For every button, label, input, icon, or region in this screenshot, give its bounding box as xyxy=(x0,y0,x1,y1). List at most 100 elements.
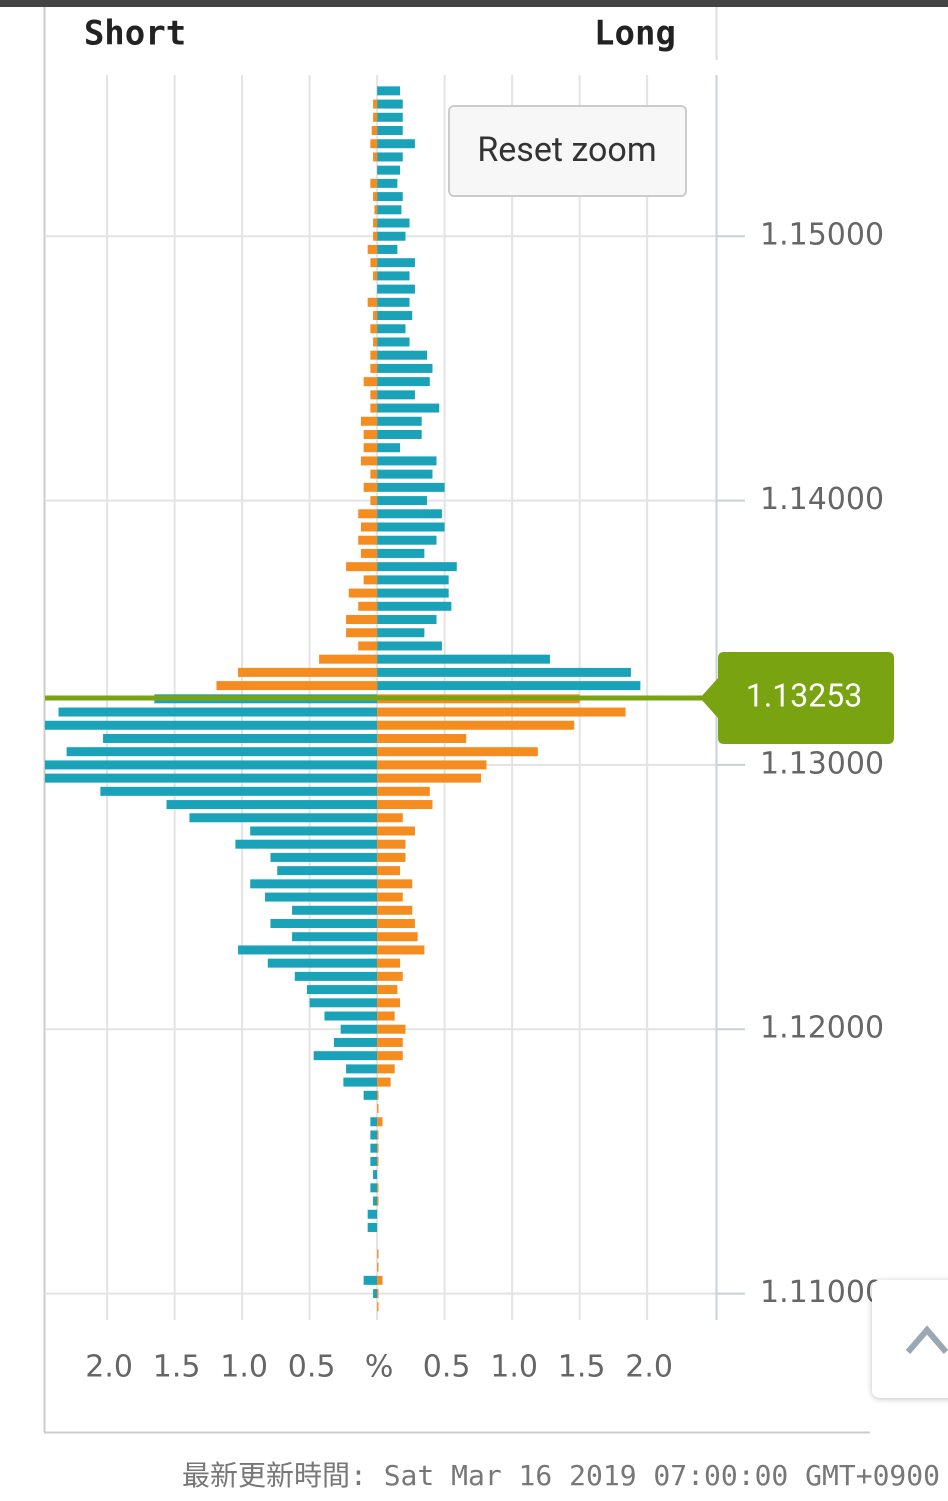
bar xyxy=(346,1064,378,1074)
bar xyxy=(377,628,425,638)
bar xyxy=(377,363,433,373)
bar xyxy=(377,562,457,572)
bar xyxy=(377,456,437,466)
bar xyxy=(374,205,378,215)
bar xyxy=(100,786,378,796)
bar xyxy=(377,1130,379,1140)
current-price-label: 1.13253 xyxy=(746,676,862,714)
bar xyxy=(377,284,415,294)
bar xyxy=(377,377,430,387)
bar xyxy=(377,509,442,519)
bar xyxy=(358,535,378,545)
bar xyxy=(66,747,378,757)
bar xyxy=(377,1156,379,1166)
bar xyxy=(324,1011,378,1021)
bar xyxy=(370,1143,378,1153)
bar xyxy=(373,152,378,162)
bar xyxy=(358,601,378,611)
bar xyxy=(358,509,378,519)
bar xyxy=(370,496,378,506)
bar xyxy=(377,720,575,730)
bar xyxy=(294,971,378,981)
bar xyxy=(377,99,403,109)
bar xyxy=(377,1064,395,1074)
bar xyxy=(377,165,401,175)
bar xyxy=(377,231,406,241)
bar xyxy=(377,1104,379,1114)
long-header: Long xyxy=(594,14,676,54)
bar xyxy=(363,377,378,387)
reset-zoom-text[interactable]: Reset zoom xyxy=(477,130,656,170)
bar xyxy=(360,416,378,426)
bar xyxy=(377,535,437,545)
scroll-top-box[interactable] xyxy=(872,1280,948,1398)
bar xyxy=(370,1117,378,1127)
bar xyxy=(370,403,378,413)
update-time: 最新更新時間: Sat Mar 16 2019 07:00:00 GMT+090… xyxy=(182,1459,940,1492)
bar xyxy=(377,971,403,981)
bars xyxy=(45,86,641,1312)
bar xyxy=(370,363,378,373)
bar xyxy=(377,1051,403,1061)
bar xyxy=(377,244,398,254)
bar xyxy=(373,1170,378,1180)
bar xyxy=(377,1143,379,1153)
bar xyxy=(363,443,378,453)
bar xyxy=(377,297,410,307)
bar xyxy=(377,575,449,585)
bar xyxy=(373,112,378,122)
x-tick-label: 1.5 xyxy=(558,1350,606,1385)
bar xyxy=(377,390,415,400)
bar xyxy=(370,350,378,360)
bar xyxy=(360,522,378,532)
reset-zoom-button[interactable]: Reset zoom xyxy=(448,105,687,197)
current-price-tag xyxy=(700,652,894,745)
bar xyxy=(377,641,442,651)
bar xyxy=(358,641,378,651)
bar xyxy=(377,311,413,321)
bar xyxy=(292,905,378,915)
scroll-top-button[interactable] xyxy=(872,1280,948,1398)
bar xyxy=(377,919,415,928)
bar xyxy=(377,760,487,770)
bar xyxy=(377,350,428,360)
bar xyxy=(377,178,398,188)
bar xyxy=(377,548,425,558)
bar xyxy=(377,1024,406,1034)
bar xyxy=(367,1222,378,1232)
bar xyxy=(348,588,378,598)
bar xyxy=(377,139,415,149)
bar xyxy=(373,231,378,241)
bar xyxy=(370,1130,378,1140)
bar xyxy=(377,192,403,202)
bar xyxy=(333,1037,378,1047)
bar xyxy=(373,337,378,347)
bar xyxy=(270,919,378,928)
bar xyxy=(363,482,378,492)
chevron-up[interactable] xyxy=(905,1325,948,1354)
bar xyxy=(377,1037,403,1047)
bar xyxy=(363,1090,378,1100)
bar xyxy=(277,866,378,876)
bar xyxy=(363,575,378,585)
bar xyxy=(270,852,378,862)
x-tick-label: % xyxy=(365,1350,394,1385)
overlay: 2.0 1.5 1.0 0.5% 0.5 1.0 1.5 2.0 1.11000 1.12000 1… xyxy=(45,75,894,1385)
bar xyxy=(370,1156,378,1166)
bar xyxy=(373,271,378,281)
bar xyxy=(370,1183,378,1193)
bar xyxy=(373,311,378,321)
bar xyxy=(306,985,378,995)
bar xyxy=(265,892,378,902)
bar xyxy=(235,839,378,849)
bar xyxy=(313,1051,378,1061)
x-tick-label: 2.0 xyxy=(85,1350,133,1385)
bar xyxy=(377,429,422,439)
bar xyxy=(370,390,378,400)
bar xyxy=(45,773,378,783)
bar xyxy=(377,852,406,862)
bar xyxy=(360,456,378,466)
bar xyxy=(377,892,403,902)
reset-zoom-box[interactable] xyxy=(448,105,687,197)
